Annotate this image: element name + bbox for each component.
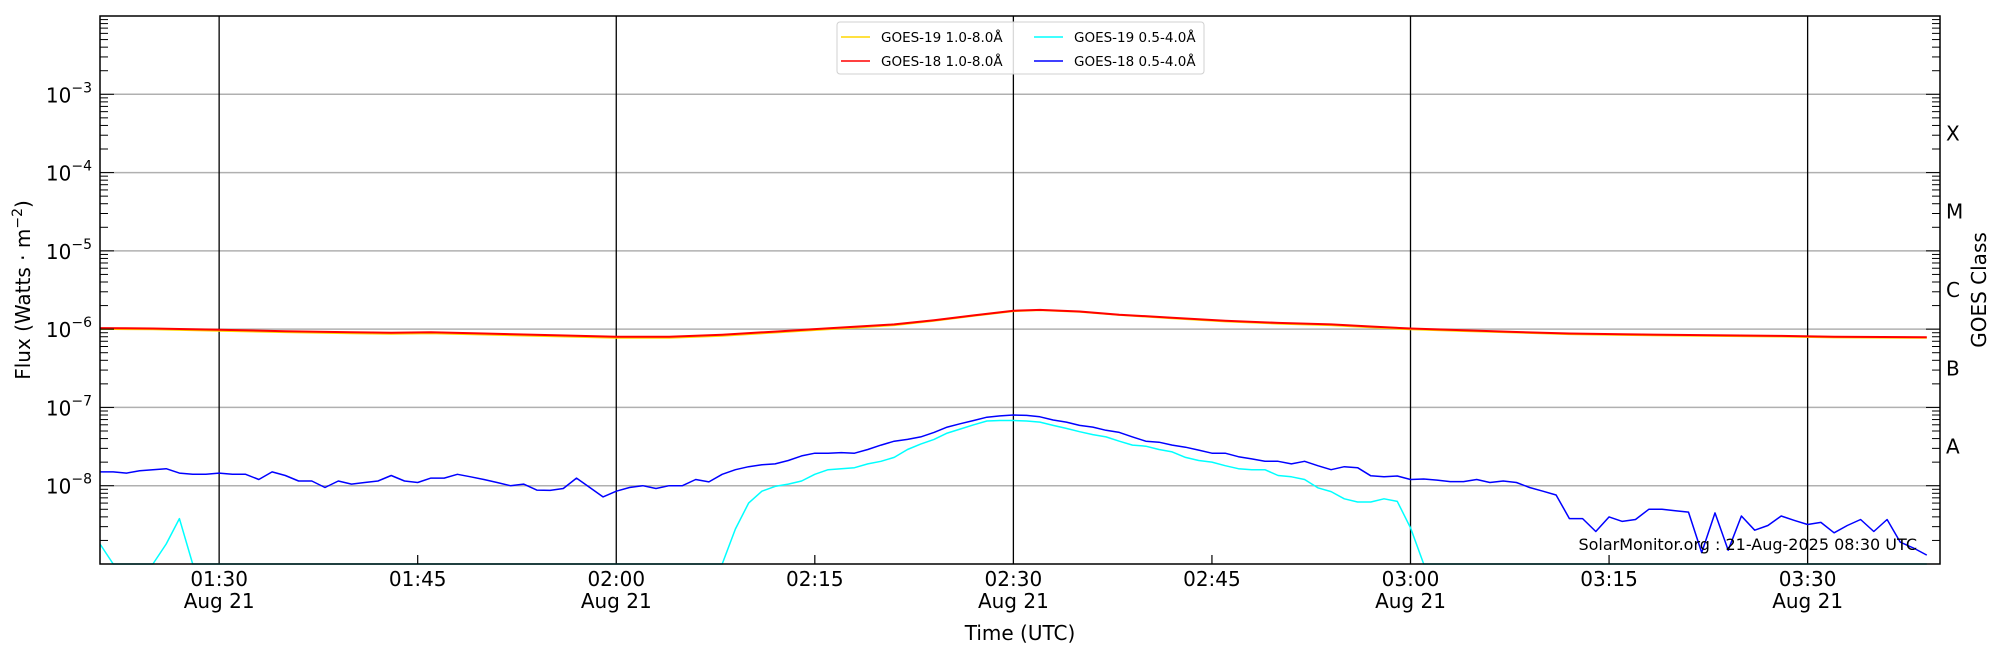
y-axis-label-text: Flux (Watts · m bbox=[11, 229, 35, 380]
goes-class-label: A bbox=[1946, 435, 1960, 459]
legend: GOES-19 1.0-8.0Å GOES-18 1.0-8.0Å GOES-19 … bbox=[836, 21, 1205, 75]
series-lines bbox=[99, 308, 1928, 565]
y-tick-label: 10−6 bbox=[46, 315, 92, 342]
x-tick-date-label: Aug 21 bbox=[581, 589, 652, 613]
y-tick-exponent: −8 bbox=[71, 472, 92, 488]
x-tick-label: 03:00 bbox=[1382, 567, 1440, 591]
y-tick-label: 10−4 bbox=[46, 159, 92, 186]
x-tick-label: 02:30 bbox=[985, 567, 1043, 591]
goes-class-label: B bbox=[1946, 356, 1960, 380]
legend-box bbox=[836, 21, 1205, 75]
y-axis-label-close: ) bbox=[11, 200, 35, 208]
goes-class-label: X bbox=[1946, 121, 1960, 145]
y-tick-exponent: −7 bbox=[71, 393, 92, 409]
y-tick-exponent: −5 bbox=[71, 237, 92, 253]
y-tick-label: 10−7 bbox=[46, 393, 92, 420]
y-tick-base: 10 bbox=[46, 162, 71, 186]
y-axis-label-superscript: −2 bbox=[10, 208, 26, 229]
x-axis-label: Time (UTC) bbox=[964, 621, 1076, 645]
x-tick-label: 03:30 bbox=[1779, 567, 1837, 591]
x-tick-date-label: Aug 21 bbox=[184, 589, 255, 613]
legend-label: GOES-19 1.0-8.0Å bbox=[881, 29, 1003, 46]
x-tick-date-label: Aug 21 bbox=[978, 589, 1049, 613]
goes-class-label: M bbox=[1946, 200, 1963, 224]
y-tick-label: 10−3 bbox=[46, 80, 92, 107]
x-tick-label: 01:45 bbox=[389, 567, 447, 591]
right-axis-label: GOES Class bbox=[1967, 232, 1991, 348]
watermark: SolarMonitor.org : 21-Aug-2025 08:30 UTC bbox=[1578, 535, 1917, 554]
goes-class-label: C bbox=[1946, 278, 1960, 302]
x-tick-label: 03:15 bbox=[1580, 567, 1638, 591]
x-tick-label: 02:15 bbox=[786, 567, 844, 591]
x-tick-label: 01:30 bbox=[190, 567, 248, 591]
x-tick-date-label: Aug 21 bbox=[1375, 589, 1446, 613]
legend-label: GOES-19 0.5-4.0Å bbox=[1074, 29, 1196, 46]
y-axis-label: Flux (Watts · m−2) bbox=[10, 200, 35, 380]
x-tick-label: 02:00 bbox=[587, 567, 645, 591]
series-line bbox=[99, 308, 1927, 339]
series-line bbox=[100, 414, 1928, 556]
y-tick-base: 10 bbox=[46, 83, 71, 107]
series-line bbox=[99, 419, 1927, 565]
y-tick-base: 10 bbox=[46, 475, 71, 499]
y-tick-label: 10−5 bbox=[46, 237, 92, 264]
y-tick-exponent: −6 bbox=[71, 315, 92, 331]
y-tick-base: 10 bbox=[46, 240, 71, 264]
plot-frame bbox=[99, 15, 1941, 565]
y-tick-exponent: −4 bbox=[71, 159, 92, 175]
gridlines bbox=[100, 16, 1940, 564]
legend-label: GOES-18 0.5-4.0Å bbox=[1074, 53, 1196, 70]
y-tick-exponent: −3 bbox=[71, 80, 92, 96]
x-tick-label: 02:45 bbox=[1183, 567, 1241, 591]
y-tick-base: 10 bbox=[46, 318, 71, 342]
y-tick-label: 10−8 bbox=[46, 472, 92, 499]
x-tick-date-label: Aug 21 bbox=[1772, 589, 1843, 613]
legend-label: GOES-18 1.0-8.0Å bbox=[881, 53, 1003, 70]
axis-labels: Time (UTC) Flux (Watts · m−2) GOES Class… bbox=[10, 200, 1991, 645]
y-tick-base: 10 bbox=[46, 396, 71, 420]
